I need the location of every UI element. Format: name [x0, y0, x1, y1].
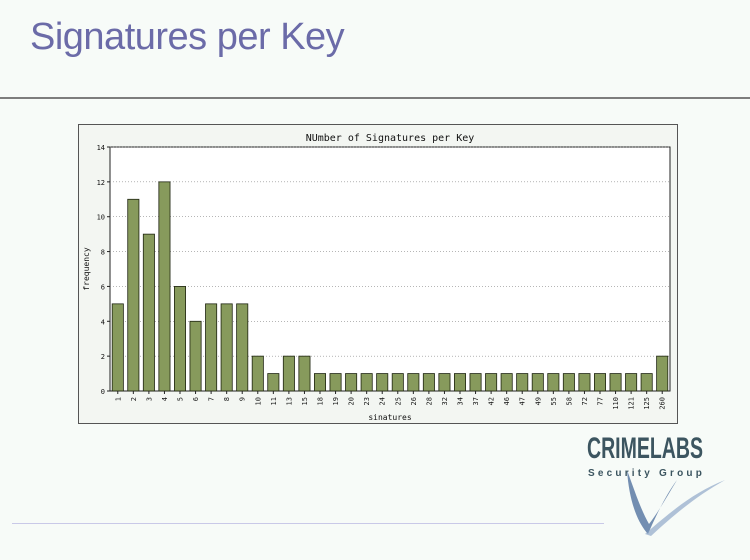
bar-19 — [329, 373, 342, 392]
chart: NUmber of Signatures per Key 0 2 4 6 8 10 12 14… — [78, 124, 678, 424]
bar-49 — [531, 373, 544, 392]
bar-125 — [640, 373, 653, 392]
x-tick-label: 260 — [659, 397, 667, 410]
bar-7 — [205, 303, 218, 392]
title-divider — [0, 97, 750, 99]
bar-9 — [236, 303, 249, 392]
x-tick-label: 11 — [270, 397, 278, 405]
bar-3 — [142, 233, 155, 392]
bar-58 — [562, 373, 575, 392]
x-tick-label: 1 — [114, 397, 122, 401]
x-tick-label: 46 — [503, 397, 511, 405]
bar-121 — [625, 373, 638, 392]
logo-mark: CRIMELABS Security Group — [587, 432, 725, 536]
x-tick-label: 42 — [488, 397, 496, 405]
x-tick-label: 110 — [612, 397, 620, 410]
x-tick-label: 15 — [301, 397, 309, 405]
footer-divider — [12, 523, 604, 524]
svg-text:CRIMELABS: CRIMELABS — [587, 432, 703, 465]
gridlines — [110, 146, 670, 357]
x-axis-label: sinatures — [368, 413, 412, 422]
bar-34 — [453, 373, 466, 392]
x-tick-label: 10 — [254, 397, 262, 405]
svg-text:Security Group: Security Group — [588, 468, 705, 479]
x-tick-label: 18 — [317, 397, 325, 405]
bar-46 — [500, 373, 513, 392]
x-tick-label: 77 — [597, 397, 605, 405]
bar-4 — [158, 181, 171, 392]
bar-5 — [174, 286, 187, 392]
bar-77 — [594, 373, 607, 392]
x-tick-label: 23 — [363, 397, 371, 405]
x-tick-label: 125 — [643, 397, 651, 410]
bar-110 — [609, 373, 622, 392]
y-tick-label: 0 — [101, 388, 105, 396]
bar-32 — [438, 373, 451, 392]
y-tick-label: 12 — [97, 179, 105, 187]
bar-37 — [469, 373, 482, 392]
y-axis-ticks: 0 2 4 6 8 10 12 14 — [97, 144, 110, 396]
y-tick-label: 4 — [101, 318, 105, 326]
bar-13 — [282, 355, 295, 392]
bar-1 — [111, 303, 124, 392]
y-tick-label: 10 — [97, 214, 105, 222]
y-tick-label: 8 — [101, 249, 105, 257]
bar-10 — [251, 355, 264, 392]
chart-title: NUmber of Signatures per Key — [306, 133, 475, 144]
y-tick-label: 6 — [101, 283, 105, 291]
x-tick-label: 32 — [441, 397, 449, 405]
bar-25 — [391, 373, 404, 392]
x-tick-label: 9 — [239, 397, 247, 401]
bar-26 — [407, 373, 420, 392]
bar-260 — [656, 355, 669, 392]
x-tick-label: 47 — [519, 397, 527, 405]
bar-11 — [267, 373, 280, 392]
x-tick-label: 4 — [161, 397, 169, 401]
bar-20 — [345, 373, 358, 392]
bar-6 — [189, 320, 202, 392]
x-tick-label: 34 — [457, 397, 465, 405]
bar-28 — [422, 373, 435, 392]
x-tick-label: 6 — [192, 397, 200, 401]
x-tick-label: 121 — [628, 397, 636, 410]
x-tick-label: 49 — [534, 397, 542, 405]
plot-area — [109, 146, 671, 392]
x-tick-label: 8 — [223, 397, 231, 401]
x-tick-label: 58 — [565, 397, 573, 405]
x-tick-label: 20 — [348, 397, 356, 405]
bar-2 — [127, 198, 140, 392]
bar-42 — [485, 373, 498, 392]
y-tick-label: 2 — [101, 353, 105, 361]
bars — [111, 181, 669, 392]
bar-15 — [298, 355, 311, 392]
x-tick-label: 28 — [425, 397, 433, 405]
x-tick-label: 13 — [285, 397, 293, 405]
bar-47 — [516, 373, 529, 392]
x-tick-label: 25 — [394, 397, 402, 405]
x-tick-label: 26 — [410, 397, 418, 405]
bar-8 — [220, 303, 233, 392]
bar-chart-svg: NUmber of Signatures per Key 02468101214… — [82, 133, 671, 422]
x-tick-label: 3 — [145, 397, 153, 401]
bar-72 — [578, 373, 591, 392]
x-tick-label: 5 — [177, 397, 185, 401]
bar-55 — [547, 373, 560, 392]
y-axis-label: frequency — [82, 247, 91, 291]
bar-24 — [376, 373, 389, 392]
bar-23 — [360, 373, 373, 392]
x-axis-ticks: 1 2 3 4 5 6 7 8 9 10 11 13 15 18 19 20 23 24 25 26 28 32 34 37 4… — [114, 391, 667, 410]
x-tick-label: 7 — [208, 397, 216, 401]
x-tick-label: 2 — [130, 397, 138, 401]
x-tick-label: 24 — [379, 397, 387, 405]
page-title: Signatures per Key — [30, 16, 345, 58]
x-tick-label: 19 — [332, 397, 340, 405]
x-tick-label: 55 — [550, 397, 558, 405]
bar-18 — [313, 373, 326, 392]
crimelabs-logo: CRIMELABS Security Group — [585, 430, 750, 540]
y-tick-label: 14 — [97, 144, 105, 152]
x-tick-label: 37 — [472, 397, 480, 405]
x-tick-label: 72 — [581, 397, 589, 405]
